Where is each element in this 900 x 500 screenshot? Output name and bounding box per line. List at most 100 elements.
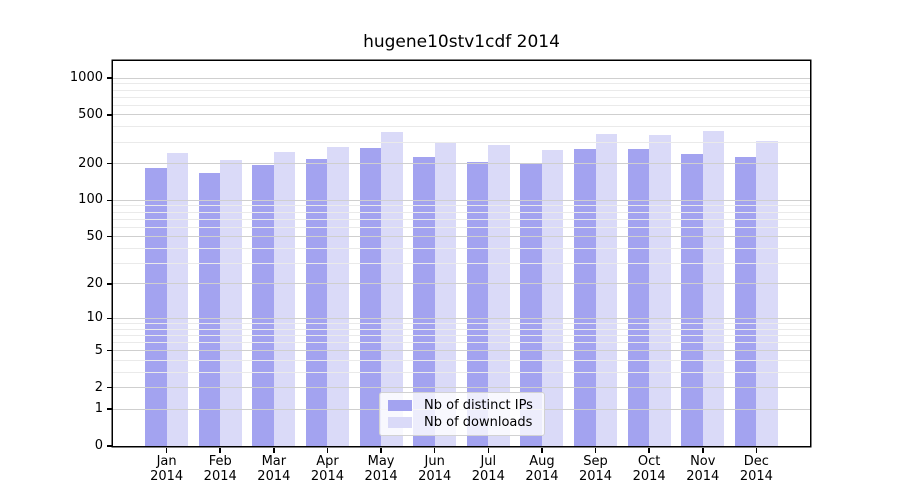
bar-downloads — [166, 153, 189, 446]
x-tick-label: Apr 2014 — [297, 454, 357, 484]
y-tick-mark — [107, 386, 113, 389]
gridline-minor — [113, 328, 810, 330]
gridline-minor — [113, 96, 810, 98]
gridline-minor — [113, 371, 810, 373]
x-tick-month: Dec — [743, 454, 769, 469]
bar-downloads — [488, 144, 510, 446]
bar-distinct-ips — [466, 162, 489, 446]
x-tick-mark — [541, 447, 543, 453]
y-tick-mark — [107, 349, 113, 352]
x-tick-year: 2014 — [739, 469, 773, 484]
x-tick-year: 2014 — [310, 469, 344, 484]
x-tick-month: Mar — [261, 454, 287, 469]
gridline-minor — [113, 262, 810, 264]
x-tick-year: 2014 — [525, 469, 559, 484]
gridline-minor — [113, 205, 810, 207]
legend-entry-downloads: Nb of downloads — [388, 415, 536, 430]
x-tick-year: 2014 — [632, 469, 666, 484]
gridline-major — [113, 236, 810, 238]
x-tick-label: Jun 2014 — [405, 454, 465, 484]
y-tick-mark — [107, 114, 113, 116]
x-tick-label: Jul 2014 — [458, 454, 518, 484]
y-tick-mark — [107, 199, 113, 201]
gridlines-layer — [113, 61, 810, 446]
x-tick-label: Mar 2014 — [244, 454, 304, 484]
gridline-major — [113, 77, 810, 79]
y-tick-label: 2 — [94, 379, 103, 395]
x-tick-mark — [594, 447, 597, 453]
y-tick-label: 200 — [78, 155, 103, 171]
x-tick-label: Dec 2014 — [726, 454, 786, 484]
x-tick-mark — [273, 447, 275, 453]
gridline-minor — [113, 104, 810, 106]
legend: Nb of distinct IPs Nb of downloads — [379, 392, 545, 436]
x-tick-mark — [433, 447, 436, 453]
x-tick-label: Jan 2014 — [137, 454, 197, 484]
gridline-minor — [113, 126, 810, 128]
x-tick-year: 2014 — [471, 469, 505, 484]
x-tick-month: Nov — [690, 454, 716, 469]
gridline-major — [113, 387, 810, 388]
x-tick-mark — [326, 447, 329, 453]
legend-swatch-downloads — [388, 417, 412, 428]
plot-area — [113, 61, 810, 446]
bar-distinct-ips — [305, 159, 328, 446]
bar-distinct-ips — [520, 163, 542, 446]
gridline-major — [113, 114, 810, 116]
x-tick-mark — [648, 447, 650, 453]
x-tick-mark — [380, 447, 382, 453]
legend-swatch-distinct-ips — [388, 400, 412, 411]
gridline-minor — [113, 247, 810, 249]
x-tick-label: May 2014 — [351, 454, 411, 484]
y-tick-label: 1 — [94, 401, 103, 417]
bar-distinct-ips — [574, 148, 596, 446]
x-tick-month: Jul — [480, 454, 497, 469]
bar-downloads — [327, 147, 349, 446]
x-tick-month: Apr — [316, 454, 339, 469]
y-tick-label: 500 — [78, 106, 103, 122]
x-tick-label: Sep 2014 — [566, 454, 626, 484]
y-tick-mark — [107, 283, 113, 285]
bar-distinct-ips — [252, 164, 274, 446]
gridline-minor — [113, 341, 810, 343]
x-tick-mark — [755, 447, 758, 453]
gridline-minor — [113, 83, 810, 85]
y-tick-label: 5 — [94, 342, 103, 358]
y-tick-mark — [107, 77, 113, 79]
x-tick-month: Sep — [583, 454, 608, 469]
gridline-minor — [113, 322, 810, 324]
x-tick-month: Oct — [637, 454, 661, 469]
x-tick-month: Feb — [208, 454, 232, 469]
x-tick-mark — [165, 447, 168, 453]
y-tick-label: 20 — [86, 275, 103, 291]
x-tick-label: Nov 2014 — [673, 454, 733, 484]
x-tick-year: 2014 — [203, 469, 237, 484]
gridline-major — [113, 163, 810, 165]
y-tick-mark — [107, 235, 113, 238]
bar-downloads — [381, 132, 403, 446]
x-tick-mark — [219, 447, 221, 453]
bar-downloads — [702, 131, 725, 446]
x-tick-mark — [702, 447, 704, 453]
bar-distinct-ips — [198, 172, 221, 446]
x-tick-year: 2014 — [578, 469, 613, 484]
gridline-major — [113, 199, 810, 201]
y-tick-label: 0 — [94, 438, 103, 453]
x-tick-year: 2014 — [257, 469, 291, 484]
x-tick-label: Feb 2014 — [190, 454, 250, 484]
x-tick-label: Aug 2014 — [512, 454, 572, 484]
legend-label-distinct-ips: Nb of distinct IPs — [424, 398, 533, 413]
y-tick-label: 50 — [86, 228, 103, 244]
bar-downloads — [220, 160, 242, 446]
bar-distinct-ips — [627, 148, 650, 446]
bar-distinct-ips — [413, 156, 435, 446]
gridline-major — [113, 350, 810, 352]
y-tick-label: 1000 — [69, 70, 103, 86]
gridline-minor — [113, 359, 810, 361]
y-tick-mark — [107, 317, 113, 320]
bar-distinct-ips — [145, 168, 167, 446]
x-tick-year: 2014 — [418, 469, 452, 484]
x-tick-month: Aug — [529, 454, 555, 469]
bar-downloads — [649, 135, 671, 446]
x-tick-mark — [487, 447, 490, 453]
